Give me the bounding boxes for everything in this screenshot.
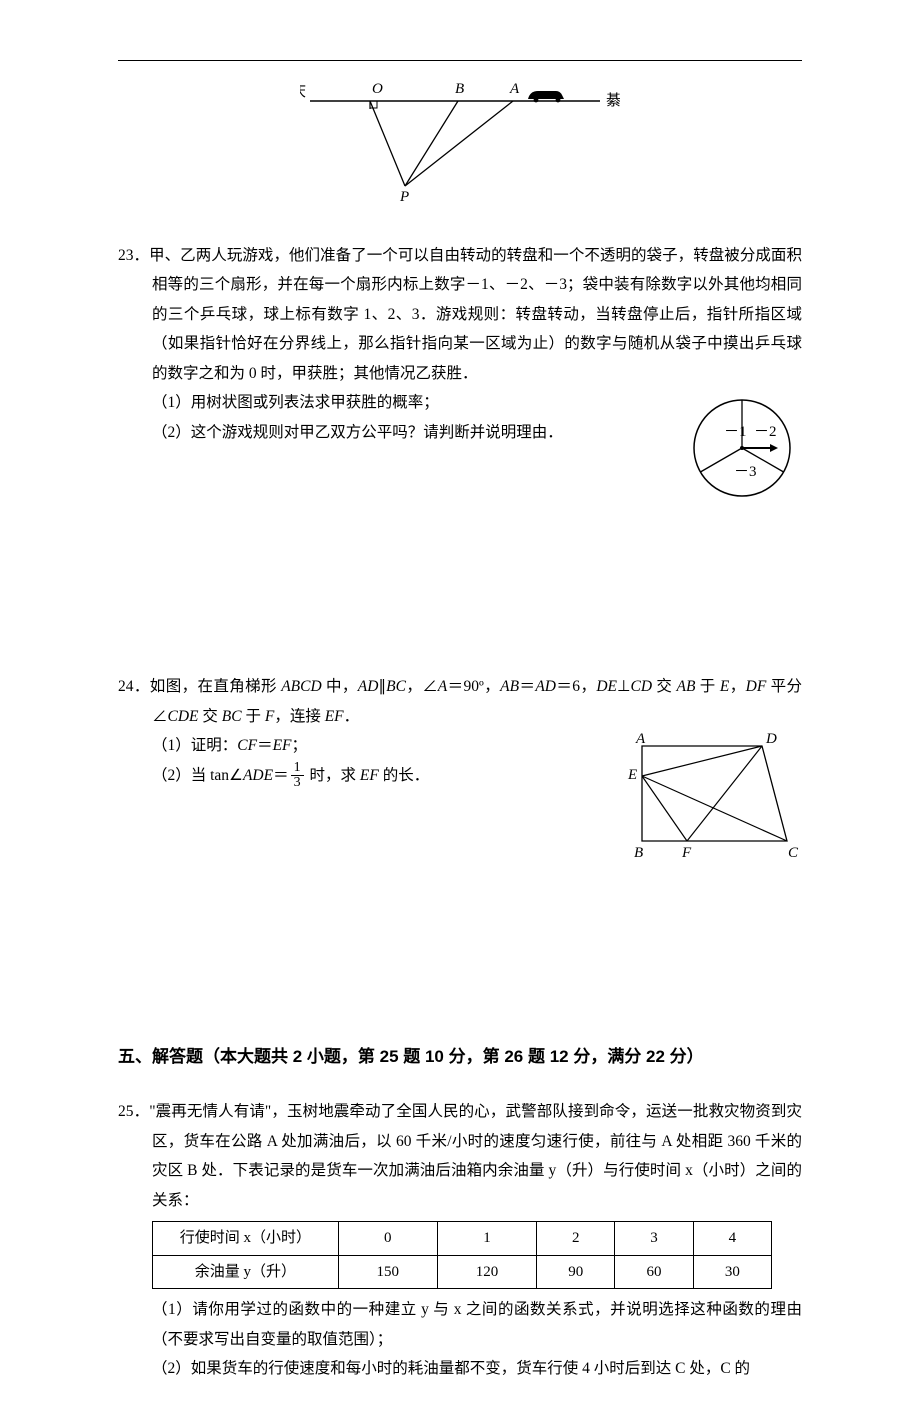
td: 60 (615, 1255, 693, 1289)
q25-number: 25． (118, 1103, 149, 1120)
header-rule (118, 60, 802, 61)
td: 30 (693, 1255, 771, 1289)
spacer-2 (118, 861, 802, 971)
fraction-1-3: 13 (291, 761, 304, 791)
section5-title: 五、解答题（本大题共 2 小题，第 25 题 10 分，第 26 题 12 分，… (118, 1041, 802, 1073)
q22-diagram: 重庆 綦江 O B A P (300, 71, 620, 201)
td: 0 (338, 1222, 437, 1256)
label-a: A (509, 81, 520, 97)
q25-sub1: （1）请你用学过的函数中的一种建立 y 与 x 之间的函数关系式，并说明选择这种… (118, 1295, 802, 1354)
label-p: P (399, 189, 409, 201)
spinner-label-1: －1 (724, 424, 747, 440)
th-y: 余油量 y（升） (153, 1255, 339, 1289)
q25-table: 行使时间 x（小时） 0 1 2 3 4 余油量 y（升） 150 120 90… (152, 1221, 772, 1289)
table-row: 余油量 y（升） 150 120 90 60 30 (153, 1255, 772, 1289)
lbl-A: A (635, 731, 646, 747)
q24-stem: 24．如图，在直角梯形 ABCD 中，AD∥BC，∠A＝90º，AB＝AD＝6，… (118, 672, 802, 731)
td: 1 (437, 1222, 536, 1256)
content-area: 重庆 綦江 O B A P (0, 71, 920, 1383)
q25-text: "震再无情人有请"，玉树地震牵动了全国人民的心，武警部队接到命令，运送一批救灾物… (149, 1103, 802, 1208)
lbl-C: C (788, 845, 799, 861)
label-o: O (372, 81, 383, 97)
spinner-label-3: －3 (734, 464, 757, 480)
page: 重庆 綦江 O B A P (0, 0, 920, 1413)
q25-stem: 25．"震再无情人有请"，玉树地震牵动了全国人民的心，武警部队接到命令，运送一批… (118, 1097, 802, 1215)
table-row: 行使时间 x（小时） 0 1 2 3 4 (153, 1222, 772, 1256)
spinner-label-2: －2 (754, 424, 777, 440)
label-b: B (455, 81, 464, 97)
q24-trapezoid: A D E B F C (622, 731, 802, 861)
td: 3 (615, 1222, 693, 1256)
q23-number: 23． (118, 247, 149, 264)
td: 120 (437, 1255, 536, 1289)
lbl-F: F (681, 845, 692, 861)
lbl-D: D (765, 731, 777, 747)
q23: 23．甲、乙两人玩游戏，他们准备了一个可以自由转动的转盘和一个不透明的袋子，转盘… (118, 241, 802, 508)
label-chongqing: 重庆 (300, 83, 306, 100)
q22-figure-row: 重庆 綦江 O B A P (118, 71, 802, 201)
label-qijiang: 綦江 (606, 92, 620, 109)
lbl-B: B (634, 845, 643, 861)
q25-sub2: （2）如果货车的行使速度和每小时的耗油量都不变，货车行使 4 小时后到达 C 处… (118, 1354, 802, 1383)
spacer (118, 508, 802, 648)
td: 90 (537, 1255, 615, 1289)
q24: 24．如图，在直角梯形 ABCD 中，AD∥BC，∠A＝90º，AB＝AD＝6，… (118, 672, 802, 861)
q23-spinner: －1 －2 －3 (682, 388, 802, 508)
th-x: 行使时间 x（小时） (153, 1222, 339, 1256)
td: 2 (537, 1222, 615, 1256)
q24-text: 如图，在直角梯形 ABCD 中，AD∥BC，∠A＝90º，AB＝AD＝6，DE⊥… (150, 678, 802, 724)
lbl-E: E (627, 767, 637, 783)
q23-stem: 23．甲、乙两人玩游戏，他们准备了一个可以自由转动的转盘和一个不透明的袋子，转盘… (118, 241, 802, 388)
q24-number: 24． (118, 678, 150, 695)
q23-text: 甲、乙两人玩游戏，他们准备了一个可以自由转动的转盘和一个不透明的袋子，转盘被分成… (149, 247, 802, 382)
q25: 25．"震再无情人有请"，玉树地震牵动了全国人民的心，武警部队接到命令，运送一批… (118, 1097, 802, 1383)
td: 4 (693, 1222, 771, 1256)
td: 150 (338, 1255, 437, 1289)
